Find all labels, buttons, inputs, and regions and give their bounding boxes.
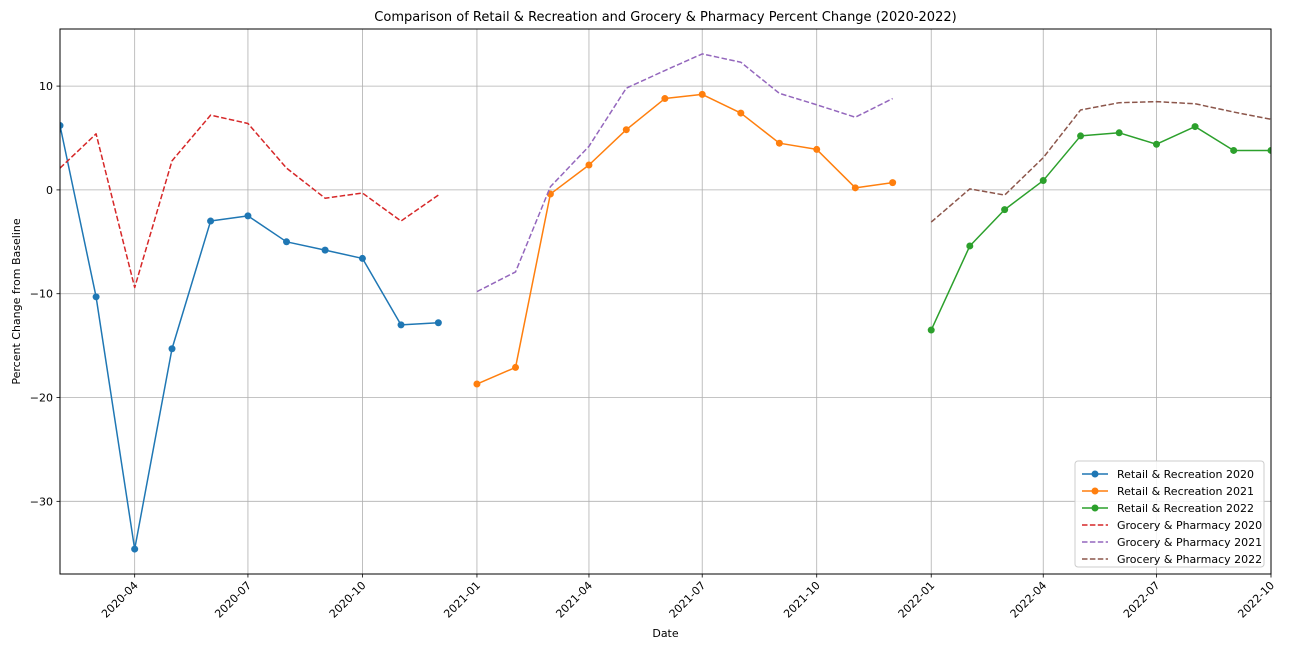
legend-label: Retail & Recreation 2022	[1117, 502, 1254, 515]
data-point	[168, 345, 176, 353]
legend-label: Retail & Recreation 2020	[1117, 468, 1254, 481]
chart-title: Comparison of Retail & Recreation and Gr…	[374, 10, 956, 25]
data-point	[1152, 140, 1160, 148]
legend: Retail & Recreation 2020 Retail & Recreat…	[1074, 460, 1265, 568]
legend-item: Grocery & Pharmacy 2021	[1082, 536, 1262, 549]
x-tick-label: 2020-10	[327, 579, 369, 621]
data-point	[358, 254, 366, 262]
series-retail-and-recreation-2022	[927, 123, 1271, 334]
y-tick-label: 10	[39, 80, 53, 93]
x-tick-label: 2022-10	[1235, 579, 1277, 621]
legend-label: Grocery & Pharmacy 2020	[1117, 519, 1262, 532]
series-line-retail-and-recreation-2021	[476, 93, 893, 385]
data-point	[244, 212, 252, 220]
data-point	[927, 326, 935, 334]
data-point	[813, 145, 821, 153]
x-tick-label: 2022-01	[896, 579, 938, 621]
legend-marker	[1091, 470, 1099, 478]
x-tick-label: 2021-10	[781, 579, 823, 621]
series-line-retail-and-recreation-2022	[930, 125, 1271, 331]
series-line-grocery-and-pharmacy-2020	[60, 114, 439, 289]
legend-box	[1074, 460, 1265, 568]
data-point	[1230, 146, 1238, 154]
plot-frame	[59, 28, 1272, 575]
x-tick-label: 2022-04	[1008, 579, 1050, 621]
data-point	[1077, 132, 1085, 140]
data-point	[321, 246, 329, 254]
x-axis-title: Date	[652, 627, 679, 640]
legend-label: Grocery & Pharmacy 2021	[1117, 536, 1262, 549]
legend-label: Grocery & Pharmacy 2022	[1117, 553, 1262, 566]
series-retail-and-recreation-2021	[473, 90, 897, 388]
legend-item: Grocery & Pharmacy 2020	[1082, 519, 1262, 532]
legend-label: Retail & Recreation 2021	[1117, 485, 1254, 498]
data-point	[131, 545, 139, 553]
x-tick-label: 2020-07	[212, 579, 254, 621]
y-tick-label: 0	[46, 184, 53, 197]
data-point	[434, 319, 442, 327]
legend-item: Grocery & Pharmacy 2022	[1082, 553, 1262, 566]
series-line-grocery-and-pharmacy-2022	[930, 100, 1271, 223]
data-point	[585, 161, 593, 169]
data-point	[737, 109, 745, 117]
legend-marker	[1091, 504, 1099, 512]
legend-marker	[1091, 487, 1099, 495]
data-point	[512, 363, 520, 371]
data-point	[966, 242, 974, 250]
series-layer	[60, 53, 1271, 553]
data-point	[473, 380, 481, 388]
data-point	[207, 217, 215, 225]
data-point	[1001, 206, 1009, 214]
data-point	[1039, 177, 1047, 185]
legend-item: Retail & Recreation 2021	[1082, 485, 1254, 498]
data-point	[622, 126, 630, 134]
series-line-retail-and-recreation-2020	[60, 125, 439, 550]
y-tick-label: −10	[30, 288, 53, 301]
x-tick-label: 2021-04	[553, 579, 595, 621]
series-grocery-and-pharmacy-2021	[476, 53, 893, 293]
data-point	[283, 238, 291, 246]
y-axis-title: Percent Change from Baseline	[10, 218, 23, 384]
data-point	[775, 139, 783, 147]
x-tick-label: 2020-04	[99, 579, 141, 621]
series-retail-and-recreation-2020	[60, 122, 442, 553]
grid-layer	[60, 29, 1272, 574]
data-point	[60, 122, 64, 130]
data-point	[1267, 146, 1271, 154]
series-grocery-and-pharmacy-2022	[930, 100, 1271, 223]
data-point	[1191, 123, 1199, 131]
data-point	[661, 95, 669, 103]
data-point	[851, 184, 859, 192]
legend-item: Retail & Recreation 2022	[1082, 502, 1254, 515]
data-point	[92, 293, 100, 301]
x-tick-label: 2022-07	[1121, 579, 1163, 621]
data-point	[889, 179, 897, 187]
data-point	[397, 321, 405, 329]
legend-item: Retail & Recreation 2020	[1082, 468, 1254, 481]
data-point	[698, 90, 706, 98]
y-tick-label: −20	[30, 392, 53, 405]
data-point	[1115, 129, 1123, 137]
x-tick-label: 2021-01	[441, 579, 483, 621]
x-tick-label: 2021-07	[667, 579, 709, 621]
series-line-grocery-and-pharmacy-2021	[476, 53, 893, 293]
y-tick-label: −30	[30, 495, 53, 508]
series-grocery-and-pharmacy-2020	[60, 114, 439, 289]
